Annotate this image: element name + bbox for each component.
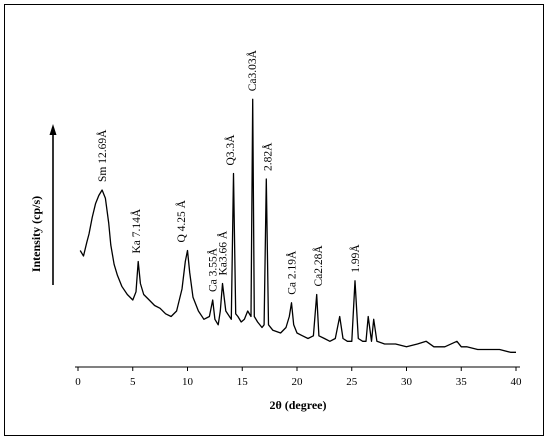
- peak-label: Ca 2.19Å: [285, 250, 299, 295]
- x-tick-label: 35: [456, 376, 468, 388]
- x-tick-label: 30: [401, 376, 413, 388]
- peak-label: 1.99Å: [348, 244, 362, 273]
- series-group: [79, 98, 516, 353]
- peak-label: Ca 3.55Å: [206, 247, 220, 292]
- y-axis-title: Intensity (cp/s): [29, 196, 43, 272]
- xrd-chart: Intensity (cp/s) 2θ (degree) 0 5 10 15 20 25 3…: [29, 49, 522, 412]
- x-tick-label: 15: [237, 376, 249, 388]
- x-tick-label: 40: [511, 376, 523, 388]
- peak-label: Ca2.28Å: [311, 245, 325, 287]
- peak-label: Ca3.03Å: [245, 49, 259, 91]
- peak-label: Sm 12.69Å: [95, 129, 109, 182]
- x-axis-title: 2θ (degree): [269, 398, 326, 412]
- x-tick-label: 5: [130, 376, 136, 388]
- peak-label: Q3.3Å: [223, 134, 237, 166]
- xrd-pattern-line: [79, 98, 516, 353]
- y-axis-arrowhead: [49, 124, 57, 135]
- x-tick-label: 10: [182, 376, 194, 388]
- x-axis-ticks: 0 5 10 15 20 25 30 35 40: [75, 367, 522, 388]
- peak-label: 2.82Å: [260, 142, 274, 171]
- peak-label-group: Sm 12.69Å Ka 7.14Å Q 4.25 Å Ca 3.55ÅKa3.66 …: [95, 49, 362, 294]
- peak-label: Q 4.25 Å: [174, 199, 188, 242]
- x-tick-label: 25: [346, 376, 358, 388]
- peak-label: Ka 7.14Å: [129, 208, 143, 253]
- x-tick-label: 0: [75, 376, 81, 388]
- peak-label: Ka3.66 Å: [216, 230, 230, 275]
- x-tick-label: 20: [292, 376, 304, 388]
- figure-frame: Intensity (cp/s) 2θ (degree) 0 5 10 15 20 25 3…: [4, 4, 544, 436]
